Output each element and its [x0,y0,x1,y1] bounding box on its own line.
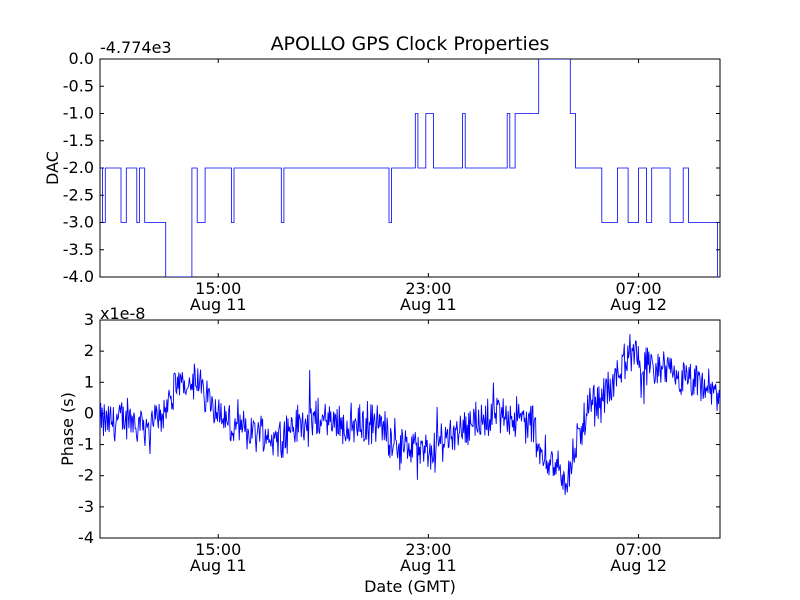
dac-xtick-date-label: Aug 12 [610,295,667,314]
phase-offset-text: x1e-8 [100,304,145,323]
dac-series-line [100,59,720,277]
phase-plot-frame [99,319,721,539]
dac-ytick-label: -4.0 [63,267,94,286]
x-axis-label: Date (GMT) [364,577,456,596]
dac-ytick-label: -1.0 [63,104,94,123]
phase-xtick-time-label: 15:00 [195,540,241,559]
phase-xtick-date-label: Aug 11 [400,556,457,575]
phase-ytick-label: 3 [84,310,94,329]
dac-ytick-label: -2.5 [63,185,94,204]
phase-series-line [100,334,720,495]
chart-title: APOLLO GPS Clock Properties [271,33,550,55]
phase-ytick-label: -4 [78,528,94,547]
phase-xtick-time-label: 07:00 [616,540,662,559]
dac-ytick-label: -3.5 [63,240,94,259]
phase-xtick-date-label: Aug 12 [610,556,667,575]
phase-ytick-label: 2 [84,341,94,360]
phase-ytick-label: -2 [78,466,94,485]
phase-ylabel: Phase (s) [58,392,77,466]
dac-xtick-time-label: 15:00 [195,279,241,298]
dac-ytick-label: -0.5 [63,76,94,95]
phase-xtick-time-label: 23:00 [405,540,451,559]
dac-ylabel: DAC [43,151,62,185]
phase-xtick-date-label: Aug 11 [190,556,247,575]
phase-ytick-label: -3 [78,497,94,516]
phase-ytick-label: -1 [78,435,94,454]
dac-xtick-time-label: 07:00 [616,279,662,298]
dac-xtick-date-label: Aug 11 [400,295,457,314]
dac-offset-text: -4.774e3 [100,38,172,57]
dac-ytick-label: -2.0 [63,158,94,177]
phase-ytick-label: 0 [84,403,94,422]
dac-ytick-label: -1.5 [63,131,94,150]
dac-xtick-time-label: 23:00 [405,279,451,298]
dac-panel: -4.774e3 DAC 0.0 -0.5 -1.0 -1.5 -2.0 -2.5 -3.0… [43,38,721,314]
dac-xtick-date-label: Aug 11 [190,295,247,314]
phase-ytick-label: 1 [84,372,94,391]
dac-ytick-label: -3.0 [63,213,94,232]
dac-ytick-label: 0.0 [69,49,94,68]
